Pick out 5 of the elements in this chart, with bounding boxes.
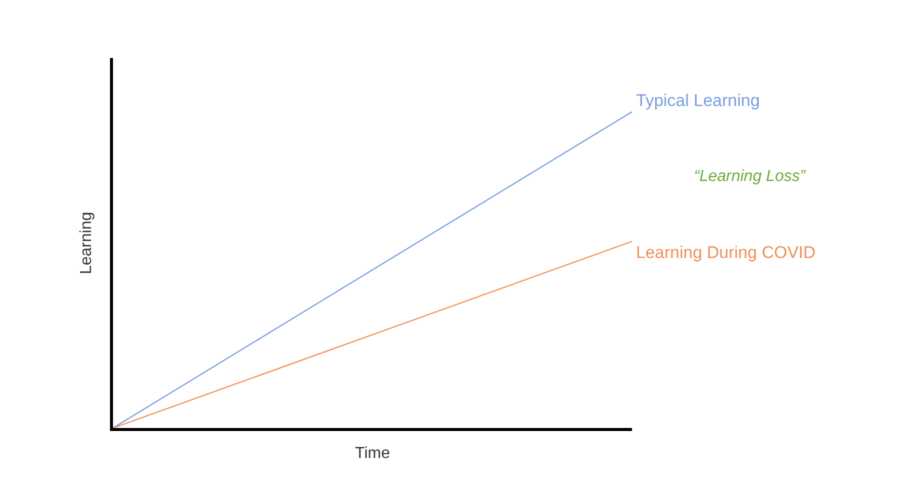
annotation: “Learning Loss” [694,168,806,185]
series-label: Learning During COVID [636,243,816,262]
y-axis-title: Learning [78,212,96,274]
x-axis-title: Time [355,444,390,462]
series-label: Typical Learning [636,91,760,110]
